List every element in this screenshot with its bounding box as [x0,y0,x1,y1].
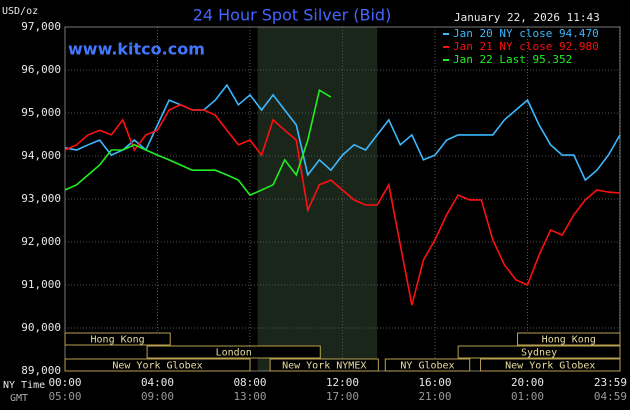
x-tick-label: 20:00 [511,376,544,389]
legend-swatch [443,33,449,35]
legend-label: Jan 20 NY close 94.470 [453,27,599,40]
y-tick-label: 90,000 [21,321,61,334]
series-line [64,83,621,182]
x2-tick-label: 17:00 [326,390,359,403]
legend-label: Jan 21 NY close 92.980 [453,40,599,53]
session-label: Hong Kong [91,335,145,346]
x-axis-label: NY Time [3,380,45,391]
x-tick-label: 12:00 [326,376,359,389]
x2-tick-label: 05:00 [48,390,81,403]
y-tick-label: 91,000 [21,278,61,291]
y-tick-label: 89,000 [21,364,61,377]
x-tick-label: 16:00 [418,376,451,389]
session-label: New York NYMEX [282,361,366,372]
x2-tick-label: 21:00 [418,390,451,403]
session-label: NY Globex [400,361,454,372]
y-tick-label: 95,000 [21,106,61,119]
x-tick-label: 08:00 [233,376,266,389]
legend-swatch [443,46,449,48]
session-bar [146,345,321,359]
x-tick-label: 00:00 [48,376,81,389]
x2-tick-label: 13:00 [233,390,266,403]
session-label: Sydney [521,348,557,359]
session-bar [517,332,621,346]
x-tick-label: 23:59 [594,376,627,389]
chart-title: 24 Hour Spot Silver (Bid) [193,6,392,25]
y-tick-label: 92,000 [21,235,61,248]
session-bar [64,358,251,372]
x2-tick-label: 09:00 [141,390,174,403]
x2-tick-label: 01:00 [511,390,544,403]
session-bar [457,345,621,359]
timestamp: January 22, 2026 11:43 [454,11,600,24]
session-bar [64,332,171,346]
session-label: New York Globex [112,361,202,372]
session-label: London [216,348,252,359]
y-tick-label: 94,000 [21,149,61,162]
x2-tick-label: 04:59 [594,390,627,403]
plot-area [64,26,621,372]
series-line [64,88,332,197]
session-label: Hong Kong [542,335,596,346]
session-bar [269,358,379,372]
y-tick-label: 96,000 [21,63,61,76]
site-label: www.kitco.com [68,40,205,59]
session-label: New York Globex [505,361,595,372]
legend-label: Jan 22 Last 95.352 [453,53,572,66]
session-bar [480,358,621,372]
session-bar [384,358,471,372]
y-unit: USD/oz [2,6,38,17]
y-tick-label: 93,000 [21,192,61,205]
x-tick-label: 04:00 [141,376,174,389]
series-line [64,103,621,306]
x2-axis-label: GMT [10,393,28,404]
y-tick-label: 97,000 [21,20,61,33]
legend-swatch [443,59,449,61]
